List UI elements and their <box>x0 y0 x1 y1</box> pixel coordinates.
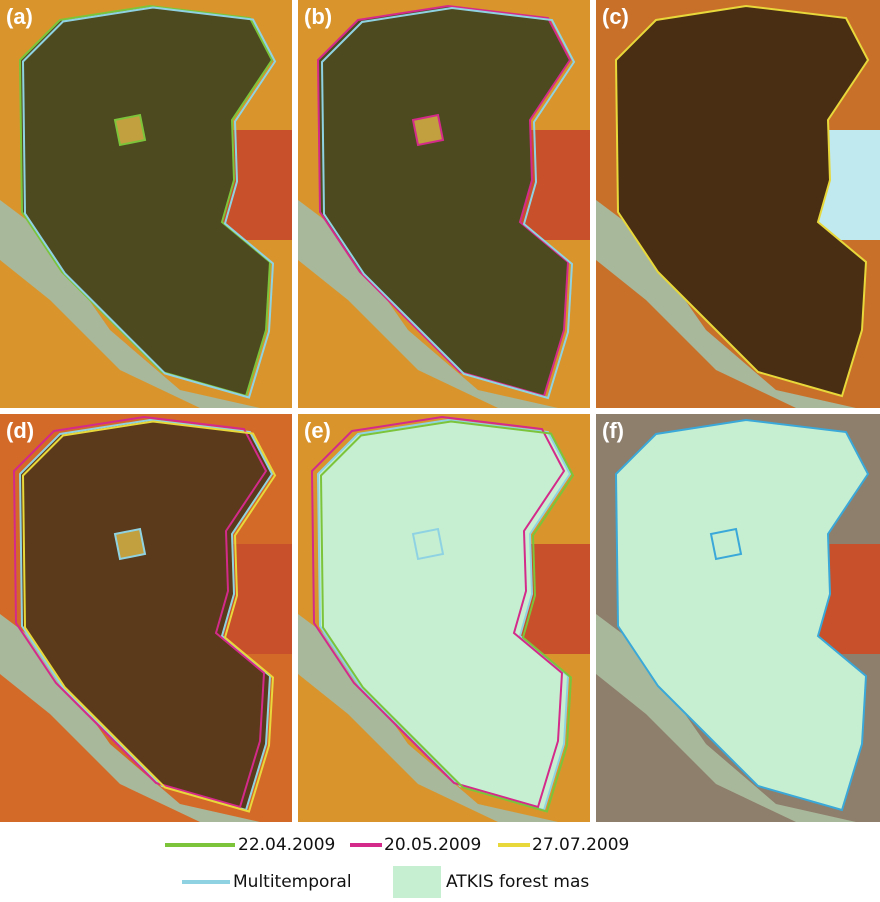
legend-label: ATKIS forest mas <box>446 872 589 892</box>
legend-label: 22.04.2009 <box>238 835 335 855</box>
panel-label: (f) <box>602 418 624 443</box>
gap-outline <box>115 115 145 145</box>
image-panel: (b) <box>298 0 590 408</box>
image-panel: (a) <box>0 0 292 408</box>
legend-label: 27.07.2009 <box>532 835 629 855</box>
panel-label: (b) <box>304 4 332 29</box>
gap-outline <box>711 529 741 559</box>
image-panel: (c) <box>596 0 880 408</box>
panel-label: (d) <box>6 418 34 443</box>
legend-swatch <box>393 866 441 898</box>
legend-label: 20.05.2009 <box>384 835 481 855</box>
panel-label: (a) <box>6 4 33 29</box>
image-panel: (f) <box>596 414 880 822</box>
legend-label: Multitemporal <box>233 872 352 892</box>
panel-label: (e) <box>304 418 331 443</box>
gap-outline <box>115 529 145 559</box>
panel-label: (c) <box>602 4 629 29</box>
image-panel: (e) <box>298 414 590 822</box>
image-panel: (d) <box>0 414 292 822</box>
figure: (a) (b) (c) (d) (e) (f) 22.04.2009 20.05.2009… <box>0 0 880 898</box>
legend: 22.04.2009 20.05.2009 27.07.2009 Multite… <box>165 835 629 898</box>
gap-outline <box>413 529 443 559</box>
gap-outline <box>413 115 443 145</box>
